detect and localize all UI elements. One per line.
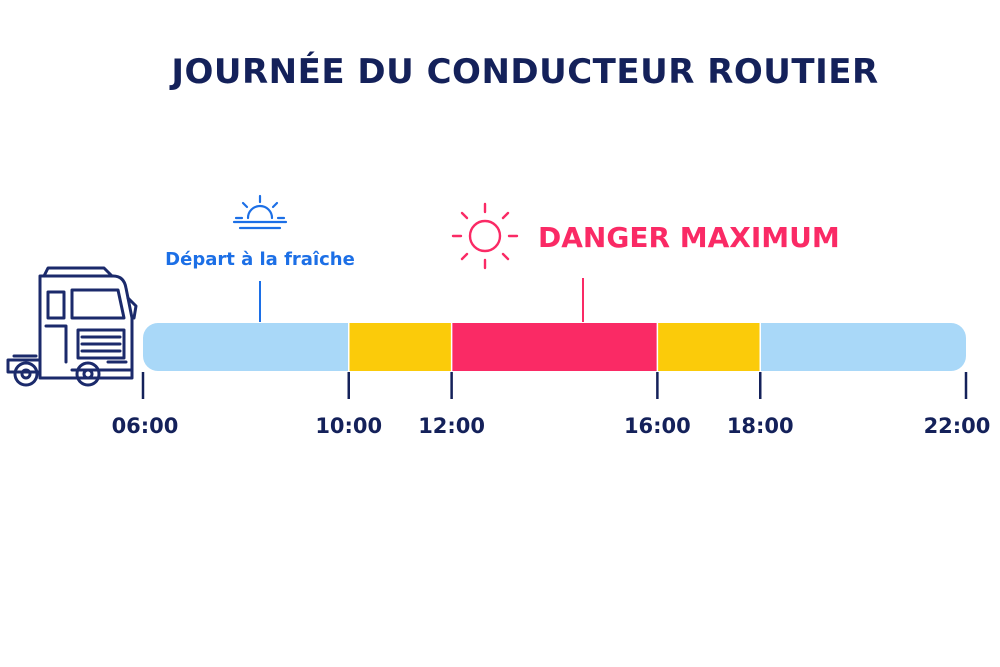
tick-label: 16:00 — [624, 414, 691, 438]
tick-label: 12:00 — [418, 414, 485, 438]
tick-label: 18:00 — [727, 414, 794, 438]
tick-label: 22:00 — [924, 414, 991, 438]
sunrise-icon — [232, 194, 288, 230]
page-title: JOURNÉE DU CONDUCTEUR ROUTIER — [171, 52, 879, 92]
danger-label: DANGER MAXIMUM — [538, 221, 840, 254]
timeline-segment-danger — [451, 323, 658, 371]
tick-label: 10:00 — [315, 414, 382, 438]
sun-icon — [451, 202, 519, 270]
departure-label: Départ à la fraîche — [165, 249, 355, 270]
timeline-bar — [143, 323, 966, 371]
timeline-segment-cool — [143, 323, 349, 371]
truck-icon — [6, 266, 138, 387]
timeline-ticks: 06:00 10:00 12:00 16:00 18:00 22:00 — [112, 372, 991, 438]
tick-label: 06:00 — [112, 414, 179, 438]
timeline-segment-warm — [657, 323, 761, 371]
timeline-segment-cool — [760, 323, 966, 371]
timeline-segment-warm — [348, 323, 452, 371]
